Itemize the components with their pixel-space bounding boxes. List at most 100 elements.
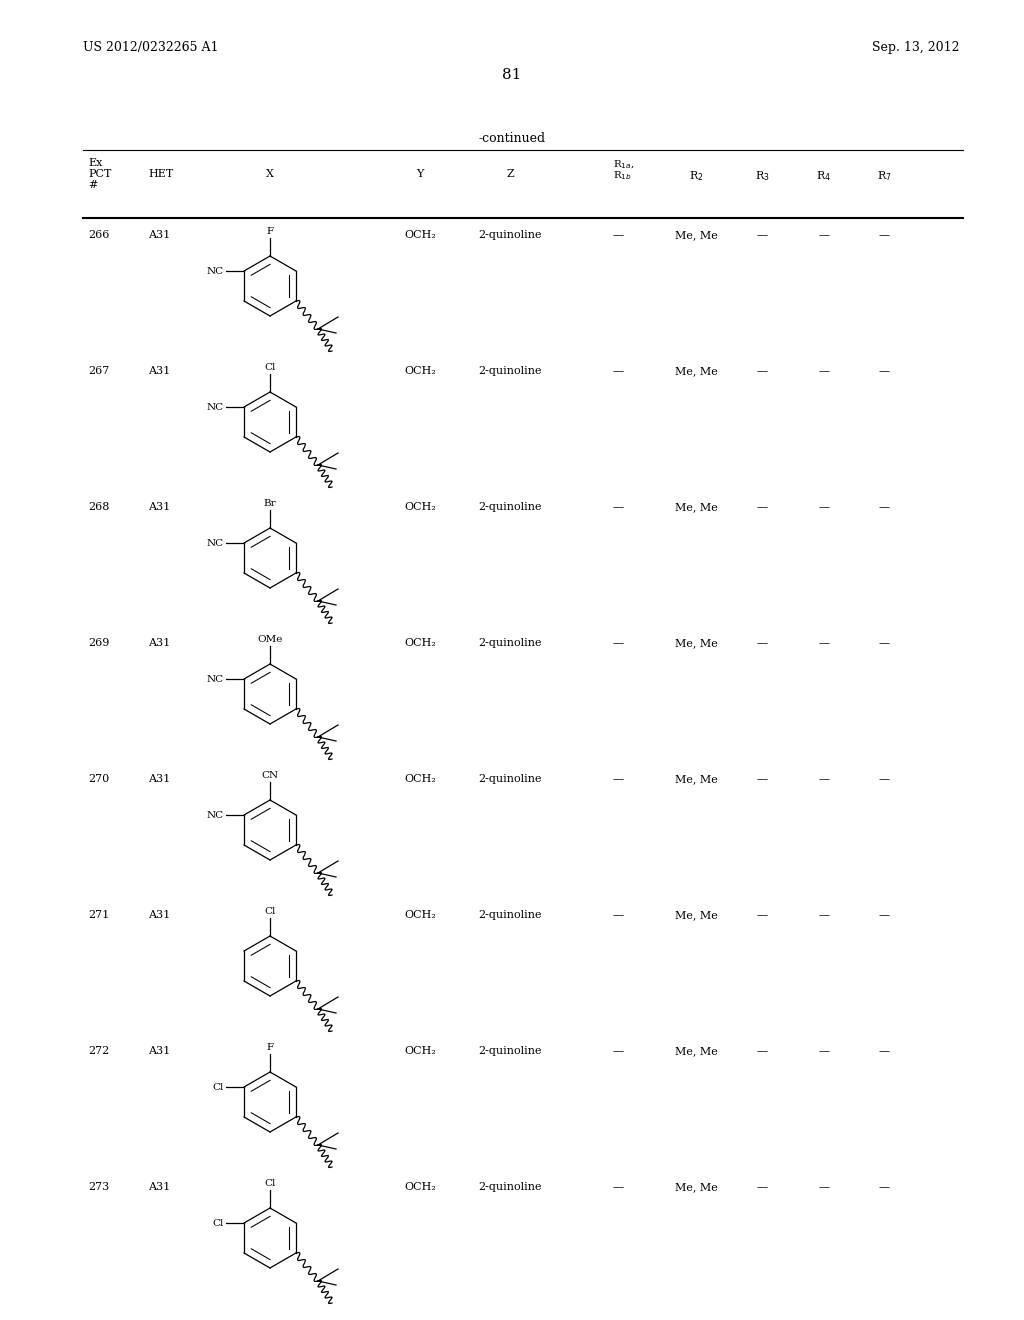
Text: —: — — [757, 1045, 768, 1056]
Text: OCH₂: OCH₂ — [404, 774, 436, 784]
Text: —: — — [613, 230, 624, 240]
Text: Me, Me: Me, Me — [675, 230, 718, 240]
Text: A31: A31 — [148, 909, 170, 920]
Text: OCH₂: OCH₂ — [404, 502, 436, 512]
Text: Cl: Cl — [264, 1179, 275, 1188]
Text: NC: NC — [207, 267, 224, 276]
Text: —: — — [613, 366, 624, 376]
Text: 266: 266 — [88, 230, 110, 240]
Text: —: — — [757, 638, 768, 648]
Text: —: — — [818, 230, 829, 240]
Text: 267: 267 — [88, 366, 110, 376]
Text: —: — — [879, 230, 890, 240]
Text: Y: Y — [417, 169, 424, 180]
Text: 2-quinoline: 2-quinoline — [478, 774, 542, 784]
Text: R$_7$: R$_7$ — [877, 169, 891, 182]
Text: —: — — [879, 1045, 890, 1056]
Text: —: — — [879, 638, 890, 648]
Text: —: — — [879, 366, 890, 376]
Text: A31: A31 — [148, 1181, 170, 1192]
Text: OCH₂: OCH₂ — [404, 909, 436, 920]
Text: —: — — [757, 1181, 768, 1192]
Text: Me, Me: Me, Me — [675, 1181, 718, 1192]
Text: —: — — [613, 909, 624, 920]
Text: A31: A31 — [148, 366, 170, 376]
Text: 2-quinoline: 2-quinoline — [478, 909, 542, 920]
Text: —: — — [613, 774, 624, 784]
Text: 2-quinoline: 2-quinoline — [478, 1181, 542, 1192]
Text: —: — — [613, 1045, 624, 1056]
Text: 268: 268 — [88, 502, 110, 512]
Text: 2-quinoline: 2-quinoline — [478, 1045, 542, 1056]
Text: R$_{1b}$: R$_{1b}$ — [613, 169, 632, 182]
Text: F: F — [266, 1043, 273, 1052]
Text: Cl: Cl — [264, 907, 275, 916]
Text: A31: A31 — [148, 638, 170, 648]
Text: R$_3$: R$_3$ — [755, 169, 769, 182]
Text: 273: 273 — [88, 1181, 110, 1192]
Text: NC: NC — [207, 403, 224, 412]
Text: OMe: OMe — [257, 635, 283, 644]
Text: F: F — [266, 227, 273, 236]
Text: Br: Br — [264, 499, 276, 508]
Text: 2-quinoline: 2-quinoline — [478, 502, 542, 512]
Text: 272: 272 — [88, 1045, 110, 1056]
Text: —: — — [757, 502, 768, 512]
Text: HET: HET — [148, 169, 173, 180]
Text: Me, Me: Me, Me — [675, 366, 718, 376]
Text: -continued: -continued — [478, 132, 546, 144]
Text: CN: CN — [261, 771, 279, 780]
Text: —: — — [818, 774, 829, 784]
Text: —: — — [818, 909, 829, 920]
Text: —: — — [818, 638, 829, 648]
Text: A31: A31 — [148, 1045, 170, 1056]
Text: —: — — [818, 502, 829, 512]
Text: OCH₂: OCH₂ — [404, 638, 436, 648]
Text: NC: NC — [207, 675, 224, 684]
Text: NC: NC — [207, 539, 224, 548]
Text: Cl: Cl — [213, 1082, 224, 1092]
Text: —: — — [818, 1045, 829, 1056]
Text: A31: A31 — [148, 502, 170, 512]
Text: —: — — [757, 909, 768, 920]
Text: —: — — [818, 1181, 829, 1192]
Text: 271: 271 — [88, 909, 110, 920]
Text: OCH₂: OCH₂ — [404, 1045, 436, 1056]
Text: Me, Me: Me, Me — [675, 909, 718, 920]
Text: 2-quinoline: 2-quinoline — [478, 638, 542, 648]
Text: OCH₂: OCH₂ — [404, 366, 436, 376]
Text: —: — — [879, 774, 890, 784]
Text: —: — — [613, 638, 624, 648]
Text: 2-quinoline: 2-quinoline — [478, 230, 542, 240]
Text: Me, Me: Me, Me — [675, 502, 718, 512]
Text: Me, Me: Me, Me — [675, 1045, 718, 1056]
Text: Cl: Cl — [213, 1218, 224, 1228]
Text: A31: A31 — [148, 230, 170, 240]
Text: 2-quinoline: 2-quinoline — [478, 366, 542, 376]
Text: Z: Z — [506, 169, 514, 180]
Text: OCH₂: OCH₂ — [404, 230, 436, 240]
Text: OCH₂: OCH₂ — [404, 1181, 436, 1192]
Text: —: — — [613, 502, 624, 512]
Text: #: # — [88, 180, 97, 190]
Text: R$_{1a}$,: R$_{1a}$, — [613, 158, 635, 170]
Text: Sep. 13, 2012: Sep. 13, 2012 — [872, 41, 961, 54]
Text: NC: NC — [207, 810, 224, 820]
Text: US 2012/0232265 A1: US 2012/0232265 A1 — [83, 41, 218, 54]
Text: Me, Me: Me, Me — [675, 774, 718, 784]
Text: R$_4$: R$_4$ — [816, 169, 831, 182]
Text: 269: 269 — [88, 638, 110, 648]
Text: Cl: Cl — [264, 363, 275, 372]
Text: X: X — [266, 169, 274, 180]
Text: —: — — [757, 366, 768, 376]
Text: Ex: Ex — [88, 158, 102, 168]
Text: —: — — [879, 909, 890, 920]
Text: PCT: PCT — [88, 169, 112, 180]
Text: A31: A31 — [148, 774, 170, 784]
Text: —: — — [757, 230, 768, 240]
Text: 270: 270 — [88, 774, 110, 784]
Text: 81: 81 — [503, 69, 521, 82]
Text: —: — — [757, 774, 768, 784]
Text: —: — — [818, 366, 829, 376]
Text: —: — — [879, 502, 890, 512]
